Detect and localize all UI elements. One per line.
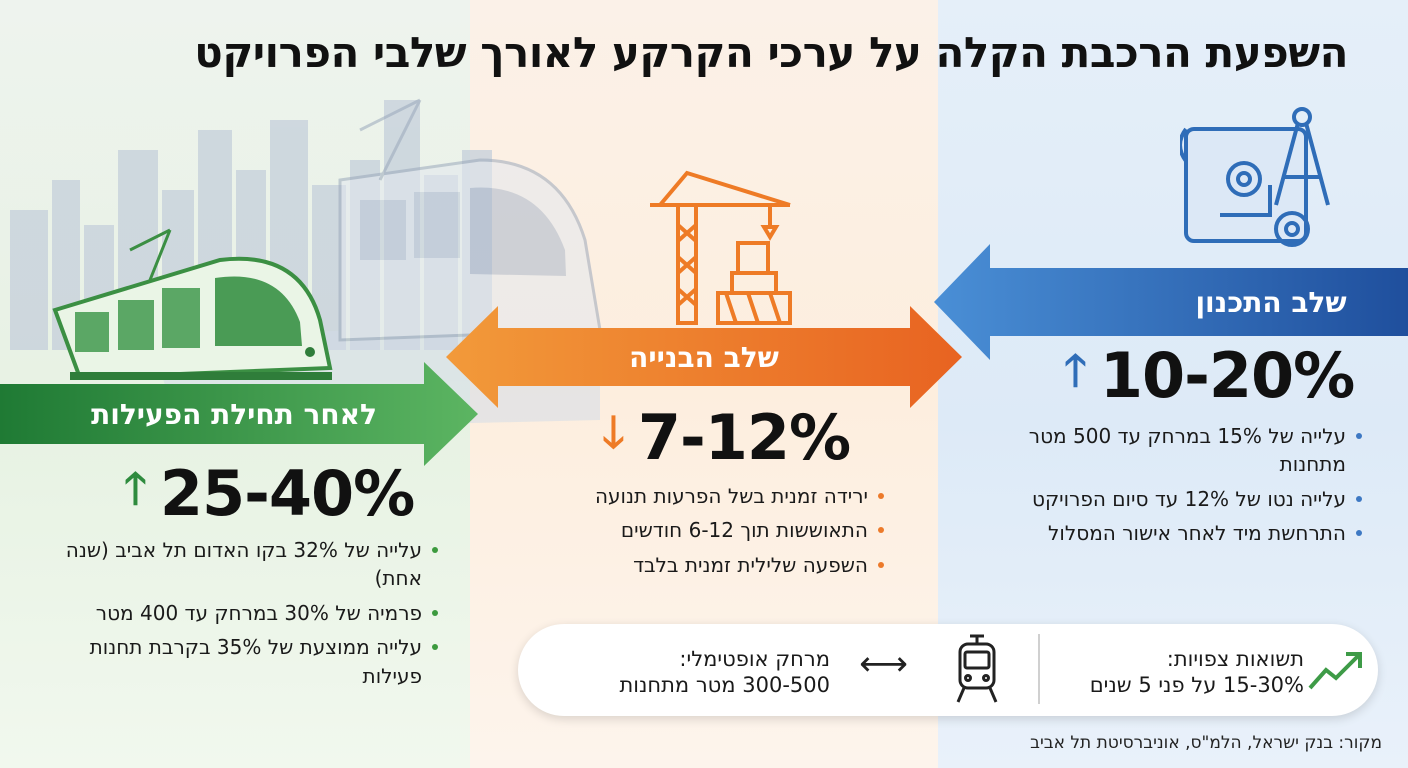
list-item: עלייה ממוצעת של 35% בקרבת תחנות פעילות [30, 633, 440, 690]
list-item: עלייה של 32% בקו האדום תל אביב (שנה אחת) [30, 536, 440, 593]
distance-value: 300-500 מטר מתחנות [619, 673, 830, 698]
list-item: התרחשת מיד לאחר אישור המסלול [984, 519, 1364, 547]
list-item: עלייה של 15% במרחק עד 500 מטר מתחנות [984, 422, 1364, 479]
arrow-up-icon: 🡑 [1064, 345, 1087, 396]
construction-label: שלב הבנייה [629, 340, 779, 374]
blueprint-compass-icon [1180, 107, 1330, 247]
list-item: פרמיה של 30% במרחק עד 400 מטר [30, 599, 440, 627]
source-note: מקור: בנק ישראל, הלמ"ס, אוניברסיטת תל אב… [1030, 733, 1382, 753]
construction-banner-arrow [446, 306, 962, 408]
distance-arrow-icon: ⟷ [859, 644, 908, 684]
optimal-distance: מרחק אופטימלי: 300-500 מטר מתחנות [619, 646, 830, 699]
operation-banner-arrow [0, 362, 478, 466]
list-item: עלייה נטו של 12% עד סיום הפרויקט [984, 485, 1364, 513]
returns-label: תשואות צפויות: [1166, 647, 1304, 671]
construction-range: 🡓 7-12% [602, 400, 851, 475]
info-box: תשואות צפויות: 15-30% על פני 5 שנים ⟷ מר… [518, 624, 1378, 716]
construction-range-value: 7-12% [637, 401, 851, 474]
planning-banner: שלב התכנון [934, 244, 1408, 360]
operation-bullets: עלייה של 32% בקו האדום תל אביב (שנה אחת)… [30, 536, 440, 696]
planning-range: 🡑 10-20% [1064, 338, 1355, 413]
operation-range-value: 25-40% [159, 457, 415, 530]
list-item: ירידה זמנית בשל הפרעות תנועה [526, 482, 886, 510]
list-item: התאוששות תוך 6-12 חודשים [526, 516, 886, 544]
construction-banner: שלב הבנייה [446, 306, 962, 408]
planning-banner-arrow [934, 244, 1408, 360]
operation-range: 🡑 25-40% [124, 456, 415, 531]
page-title: השפעת הרכבת הקלה על ערכי הקרקע לאורך שלב… [194, 28, 1348, 77]
planning-range-value: 10-20% [1099, 339, 1355, 412]
trend-up-icon [1308, 652, 1362, 690]
distance-label: מרחק אופטימלי: [679, 647, 830, 671]
arrow-down-icon: 🡓 [602, 407, 625, 458]
construction-bullets: ירידה זמנית בשל הפרעות תנועה התאוששות תו… [526, 482, 886, 585]
arrow-up-icon: 🡑 [124, 463, 147, 514]
construction-crane-icon [650, 170, 792, 325]
returns-value: 15-30% על פני 5 שנים [1089, 673, 1304, 698]
tram-city-illustration [10, 98, 602, 430]
operation-label: לאחר תחילת הפעילות [91, 397, 377, 431]
tram-icon [956, 634, 998, 703]
list-item: השפעה שלילית זמנית בלבד [526, 551, 886, 579]
planning-label: שלב התכנון [1195, 285, 1347, 319]
planning-bullets: עלייה של 15% במרחק עד 500 מטר מתחנות עלי… [984, 422, 1364, 554]
operation-banner: לאחר תחילת הפעילות [0, 362, 478, 466]
expected-returns: תשואות צפויות: 15-30% על פני 5 שנים [1090, 646, 1304, 699]
divider [1038, 634, 1040, 704]
